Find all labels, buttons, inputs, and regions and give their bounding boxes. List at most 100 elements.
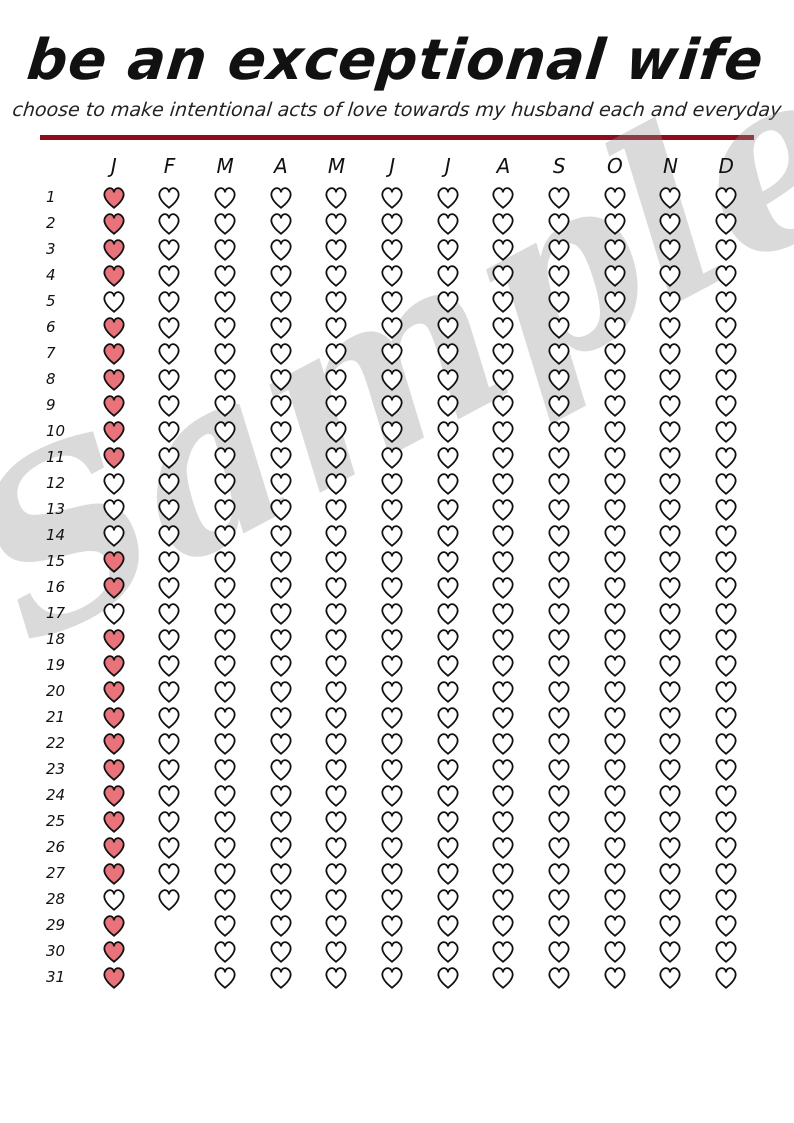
heart-cell-m0-d31[interactable] xyxy=(86,964,142,990)
heart-cell-m9-d30[interactable] xyxy=(587,938,643,964)
heart-cell-m11-d2[interactable] xyxy=(698,210,754,236)
heart-cell-m5-d8[interactable] xyxy=(364,366,420,392)
heart-cell-m9-d27[interactable] xyxy=(587,860,643,886)
heart-cell-m9-d4[interactable] xyxy=(587,262,643,288)
heart-cell-m1-d17[interactable] xyxy=(142,600,198,626)
heart-cell-m11-d22[interactable] xyxy=(698,730,754,756)
heart-cell-m2-d17[interactable] xyxy=(197,600,253,626)
heart-cell-m7-d30[interactable] xyxy=(476,938,532,964)
heart-cell-m4-d18[interactable] xyxy=(309,626,365,652)
heart-cell-m5-d27[interactable] xyxy=(364,860,420,886)
heart-cell-m6-d17[interactable] xyxy=(420,600,476,626)
heart-cell-m1-d4[interactable] xyxy=(142,262,198,288)
heart-cell-m10-d21[interactable] xyxy=(643,704,699,730)
heart-cell-m6-d12[interactable] xyxy=(420,470,476,496)
heart-cell-m6-d27[interactable] xyxy=(420,860,476,886)
heart-cell-m4-d25[interactable] xyxy=(309,808,365,834)
heart-cell-m3-d6[interactable] xyxy=(253,314,309,340)
heart-cell-m6-d13[interactable] xyxy=(420,496,476,522)
heart-cell-m6-d16[interactable] xyxy=(420,574,476,600)
heart-cell-m0-d2[interactable] xyxy=(86,210,142,236)
heart-cell-m8-d4[interactable] xyxy=(531,262,587,288)
heart-cell-m7-d22[interactable] xyxy=(476,730,532,756)
heart-cell-m5-d11[interactable] xyxy=(364,444,420,470)
heart-cell-m9-d21[interactable] xyxy=(587,704,643,730)
heart-cell-m2-d30[interactable] xyxy=(197,938,253,964)
heart-cell-m2-d6[interactable] xyxy=(197,314,253,340)
heart-cell-m4-d1[interactable] xyxy=(309,184,365,210)
heart-cell-m7-d3[interactable] xyxy=(476,236,532,262)
heart-cell-m0-d19[interactable] xyxy=(86,652,142,678)
heart-cell-m11-d3[interactable] xyxy=(698,236,754,262)
heart-cell-m6-d18[interactable] xyxy=(420,626,476,652)
heart-cell-m3-d4[interactable] xyxy=(253,262,309,288)
heart-cell-m5-d19[interactable] xyxy=(364,652,420,678)
heart-cell-m4-d16[interactable] xyxy=(309,574,365,600)
heart-cell-m10-d6[interactable] xyxy=(643,314,699,340)
heart-cell-m7-d18[interactable] xyxy=(476,626,532,652)
heart-cell-m1-d28[interactable] xyxy=(142,886,198,912)
heart-cell-m0-d7[interactable] xyxy=(86,340,142,366)
heart-cell-m3-d23[interactable] xyxy=(253,756,309,782)
heart-cell-m8-d3[interactable] xyxy=(531,236,587,262)
heart-cell-m2-d9[interactable] xyxy=(197,392,253,418)
heart-cell-m4-d21[interactable] xyxy=(309,704,365,730)
heart-cell-m0-d17[interactable] xyxy=(86,600,142,626)
heart-cell-m11-d25[interactable] xyxy=(698,808,754,834)
heart-cell-m9-d5[interactable] xyxy=(587,288,643,314)
heart-cell-m5-d20[interactable] xyxy=(364,678,420,704)
heart-cell-m4-d28[interactable] xyxy=(309,886,365,912)
heart-cell-m10-d10[interactable] xyxy=(643,418,699,444)
heart-cell-m11-d1[interactable] xyxy=(698,184,754,210)
heart-cell-m0-d6[interactable] xyxy=(86,314,142,340)
heart-cell-m3-d31[interactable] xyxy=(253,964,309,990)
heart-cell-m0-d27[interactable] xyxy=(86,860,142,886)
heart-cell-m1-d15[interactable] xyxy=(142,548,198,574)
heart-cell-m7-d20[interactable] xyxy=(476,678,532,704)
heart-cell-m8-d25[interactable] xyxy=(531,808,587,834)
heart-cell-m4-d30[interactable] xyxy=(309,938,365,964)
heart-cell-m9-d13[interactable] xyxy=(587,496,643,522)
heart-cell-m0-d1[interactable] xyxy=(86,184,142,210)
heart-cell-m0-d22[interactable] xyxy=(86,730,142,756)
heart-cell-m4-d23[interactable] xyxy=(309,756,365,782)
heart-cell-m2-d19[interactable] xyxy=(197,652,253,678)
heart-cell-m4-d8[interactable] xyxy=(309,366,365,392)
heart-cell-m4-d6[interactable] xyxy=(309,314,365,340)
heart-cell-m7-d23[interactable] xyxy=(476,756,532,782)
heart-cell-m10-d11[interactable] xyxy=(643,444,699,470)
heart-cell-m3-d20[interactable] xyxy=(253,678,309,704)
heart-cell-m8-d2[interactable] xyxy=(531,210,587,236)
heart-cell-m7-d29[interactable] xyxy=(476,912,532,938)
heart-cell-m1-d30[interactable] xyxy=(142,938,198,964)
heart-cell-m0-d3[interactable] xyxy=(86,236,142,262)
heart-cell-m9-d17[interactable] xyxy=(587,600,643,626)
heart-cell-m7-d19[interactable] xyxy=(476,652,532,678)
heart-cell-m7-d10[interactable] xyxy=(476,418,532,444)
heart-cell-m0-d16[interactable] xyxy=(86,574,142,600)
heart-cell-m5-d29[interactable] xyxy=(364,912,420,938)
heart-cell-m11-d18[interactable] xyxy=(698,626,754,652)
heart-cell-m10-d2[interactable] xyxy=(643,210,699,236)
heart-cell-m9-d12[interactable] xyxy=(587,470,643,496)
heart-cell-m5-d22[interactable] xyxy=(364,730,420,756)
heart-cell-m11-d12[interactable] xyxy=(698,470,754,496)
heart-cell-m6-d9[interactable] xyxy=(420,392,476,418)
heart-cell-m2-d27[interactable] xyxy=(197,860,253,886)
heart-cell-m1-d23[interactable] xyxy=(142,756,198,782)
heart-cell-m2-d16[interactable] xyxy=(197,574,253,600)
heart-cell-m3-d10[interactable] xyxy=(253,418,309,444)
heart-cell-m8-d13[interactable] xyxy=(531,496,587,522)
heart-cell-m10-d28[interactable] xyxy=(643,886,699,912)
heart-cell-m1-d11[interactable] xyxy=(142,444,198,470)
heart-cell-m9-d6[interactable] xyxy=(587,314,643,340)
heart-cell-m5-d15[interactable] xyxy=(364,548,420,574)
heart-cell-m2-d22[interactable] xyxy=(197,730,253,756)
heart-cell-m3-d5[interactable] xyxy=(253,288,309,314)
heart-cell-m2-d4[interactable] xyxy=(197,262,253,288)
heart-cell-m3-d9[interactable] xyxy=(253,392,309,418)
heart-cell-m4-d29[interactable] xyxy=(309,912,365,938)
heart-cell-m3-d14[interactable] xyxy=(253,522,309,548)
heart-cell-m9-d25[interactable] xyxy=(587,808,643,834)
heart-cell-m1-d20[interactable] xyxy=(142,678,198,704)
